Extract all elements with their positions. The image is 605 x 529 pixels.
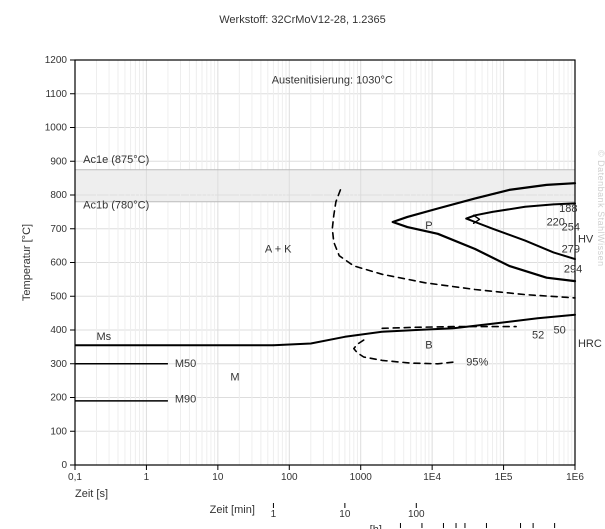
cct-chart: 0100200300400500600700800900100011001200… (0, 0, 605, 529)
svg-text:300: 300 (50, 359, 67, 370)
anno-ak: A + K (265, 243, 292, 255)
anno-b: B (425, 340, 432, 352)
svg-text:10: 10 (339, 509, 351, 520)
anno-hrc: HRC (578, 338, 602, 350)
svg-text:10: 10 (212, 472, 224, 483)
anno-austenit: Austenitisierung: 1030°C (272, 75, 393, 87)
anno-hv279: 279 (562, 243, 580, 255)
x-axis-label-min: Zeit [min] (210, 504, 255, 516)
svg-text:0: 0 (61, 460, 67, 471)
anno-m90: M90 (175, 394, 196, 406)
y-axis-label: Temperatur [°C] (21, 224, 33, 301)
anno-hrc50: 50 (553, 324, 565, 336)
anno-m50: M50 (175, 358, 196, 370)
svg-text:500: 500 (50, 291, 67, 302)
svg-text:1E5: 1E5 (495, 472, 513, 483)
page-title: Werkstoff: 32CrMoV12-28, 1.2365 (0, 14, 605, 26)
svg-text:1: 1 (144, 472, 150, 483)
svg-text:1E6: 1E6 (566, 472, 584, 483)
svg-text:1000: 1000 (350, 472, 373, 483)
anno-hv188: 188 (559, 203, 577, 215)
anno-p95: 95% (466, 356, 488, 368)
svg-text:1: 1 (271, 509, 277, 520)
svg-text:200: 200 (50, 393, 67, 404)
anno-hv294: 294 (564, 264, 582, 276)
svg-text:800: 800 (50, 190, 67, 201)
svg-text:100: 100 (50, 426, 67, 437)
anno-hv: HV (578, 233, 594, 245)
watermark: © Datenbank StahlWissen (596, 150, 605, 267)
anno-hrc52: 52 (532, 329, 544, 341)
anno-ac1e: Ac1e (875°C) (83, 154, 149, 166)
svg-text:1100: 1100 (45, 89, 67, 100)
svg-text:1000: 1000 (45, 123, 68, 134)
x-axis-label-h: [h] (370, 524, 382, 529)
svg-text:1E4: 1E4 (423, 472, 441, 483)
svg-text:100: 100 (408, 509, 425, 520)
anno-p: P (425, 220, 432, 232)
svg-text:0,1: 0,1 (68, 472, 82, 483)
anno-ms: Ms (97, 331, 112, 343)
x-axis-label-sec: Zeit [s] (75, 488, 108, 500)
svg-text:700: 700 (50, 224, 67, 235)
svg-text:900: 900 (50, 156, 67, 167)
anno-ac1b: Ac1b (780°C) (83, 200, 149, 212)
svg-text:100: 100 (281, 472, 298, 483)
anno-m: M (230, 372, 239, 384)
svg-text:600: 600 (50, 258, 67, 269)
svg-text:400: 400 (50, 325, 67, 336)
svg-text:1200: 1200 (45, 55, 68, 66)
anno-hv254: 254 (562, 221, 580, 233)
